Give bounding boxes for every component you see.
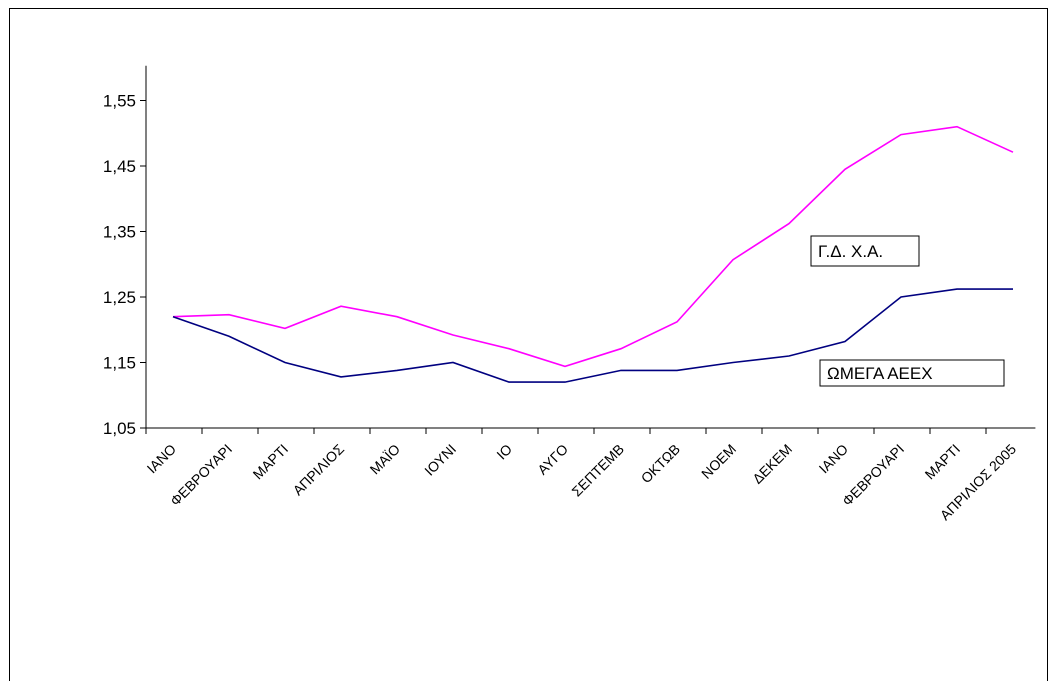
series-labels: Γ.Δ. Χ.Α. ΩΜΕΓΑ ΑΕΕΧ [810,235,1005,387]
series-label-2: ΩΜΕΓΑ ΑΕΕΧ [819,359,1005,387]
y-tick-label: 1,45 [103,157,136,176]
series-label-1: Γ.Δ. Χ.Α. [810,235,920,267]
y-tick-label: 1,25 [103,288,136,307]
series-label-box [810,235,920,267]
y-tick-label: 1,15 [103,354,136,373]
y-tick-label: 1,35 [103,223,136,242]
chart-border [9,8,1048,681]
series-lines [172,125,1014,383]
y-tick-label: 1,55 [103,92,136,111]
y-tick-label: 1,05 [103,419,136,438]
series-line-2 [172,288,1013,383]
y-axis: 1,05 1,15 1,25 1,35 1,45 1,55 [103,65,147,438]
series-label-box [819,359,1005,387]
series-label-text: ΩΜΕΓΑ ΑΕΕΧ [827,364,933,383]
series-line-1 [172,125,1014,368]
series-label-text: Γ.Δ. Χ.Α. [818,242,883,261]
